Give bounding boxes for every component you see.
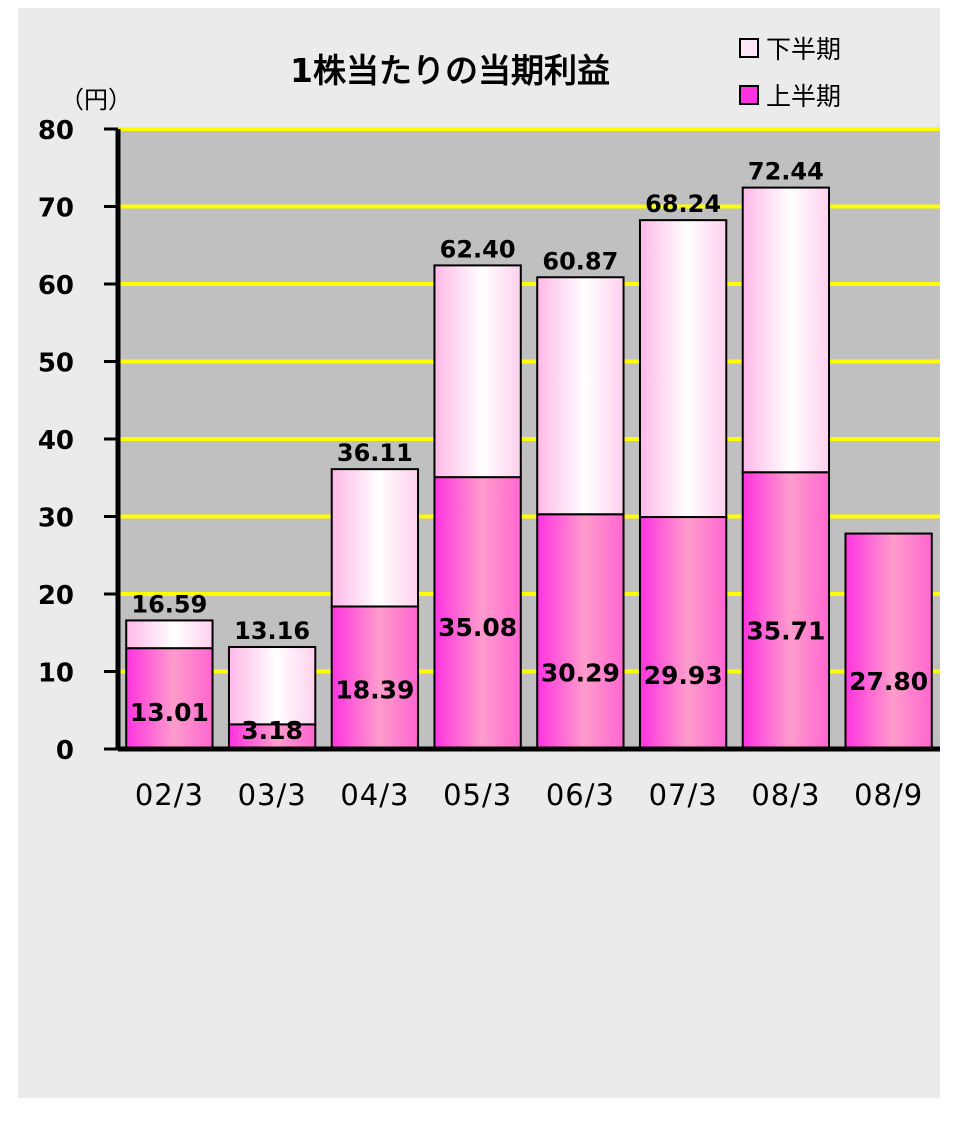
value-label-first-half: 13.01 [130,698,209,727]
y-tick-label: 80 [38,116,74,146]
value-label-total: 68.24 [645,190,721,218]
x-tick-label: 08/9 [854,778,923,812]
bar-first-half [330,605,420,750]
legend-item-first-half: 上半期 [739,82,841,111]
x-tick-label: 06/3 [546,778,615,812]
x-tick-label: 04/3 [340,778,409,812]
y-tick-label: 70 [38,194,74,224]
bar-second-half [433,264,522,479]
bars [125,186,933,751]
value-label-first-half: 35.08 [438,613,517,642]
bar-second-half [330,468,420,608]
value-label-first-half: 29.93 [644,661,723,690]
bar-first-half [844,532,933,750]
y-tick-label: 10 [38,659,74,689]
value-label-first-half: 27.80 [849,667,928,696]
y-tick-label: 50 [38,349,74,379]
bar-first-half [638,516,728,751]
legend-label-second-half: 下半期 [766,35,841,64]
value-label-total: 62.40 [440,235,516,263]
stacked-bar-chart: 0 10 20 30 40 50 60 70 80 02/3 03/3 04/3 05/3 06/3 07… [38,35,940,812]
y-tick-label: 40 [38,426,74,456]
value-label-first-half: 18.39 [335,676,414,705]
legend: 下半期 上半期 [739,35,841,111]
bar-first-half [125,647,214,750]
bar-second-half [125,619,214,650]
legend-swatch-first-half [739,85,759,105]
legend-label-first-half: 上半期 [766,82,841,111]
value-label-total: 16.59 [131,590,207,618]
value-label-first-half: 30.29 [541,659,620,688]
bar-second-half [741,186,831,474]
value-label-total: 13.16 [234,617,310,645]
y-tick-label: 60 [38,271,74,301]
chart-frame: 0 10 20 30 40 50 60 70 80 02/3 03/3 04/3 05/3 06/3 07… [18,8,940,1098]
y-tick-label: 20 [38,581,74,611]
bar-second-half [638,219,728,519]
x-axis-ticks: 02/3 03/3 04/3 05/3 06/3 07/3 08/3 08/9 [135,778,923,812]
value-label-total: 60.87 [542,247,618,275]
bar-second-half [227,646,317,726]
value-label-total: 72.44 [748,158,824,186]
value-label-total: 36.11 [337,439,413,467]
x-tick-label: 02/3 [135,778,204,812]
value-label-first-half: 3.18 [241,716,303,745]
data-labels: 13.01 16.59 3.18 13.16 18.39 36.11 35.08 62.40 3… [130,158,928,745]
y-axis-unit-label: （円） [60,86,132,114]
x-tick-label: 07/3 [649,778,718,812]
bar-first-half [536,513,625,750]
y-axis-ticks: 0 10 20 30 40 50 60 70 80 [38,116,118,766]
bar-first-half [741,471,831,750]
y-tick-label: 30 [38,504,74,534]
x-tick-label: 08/3 [751,778,820,812]
bar-second-half [536,276,625,516]
x-tick-label: 03/3 [238,778,307,812]
y-tick-label: 0 [56,736,74,766]
value-label-first-half: 35.71 [746,617,825,646]
legend-swatch-second-half [739,38,759,58]
legend-item-second-half: 下半期 [739,35,841,64]
chart-title: 1株当たりの当期利益 [290,51,610,90]
x-tick-label: 05/3 [443,778,512,812]
bar-first-half [227,723,317,750]
